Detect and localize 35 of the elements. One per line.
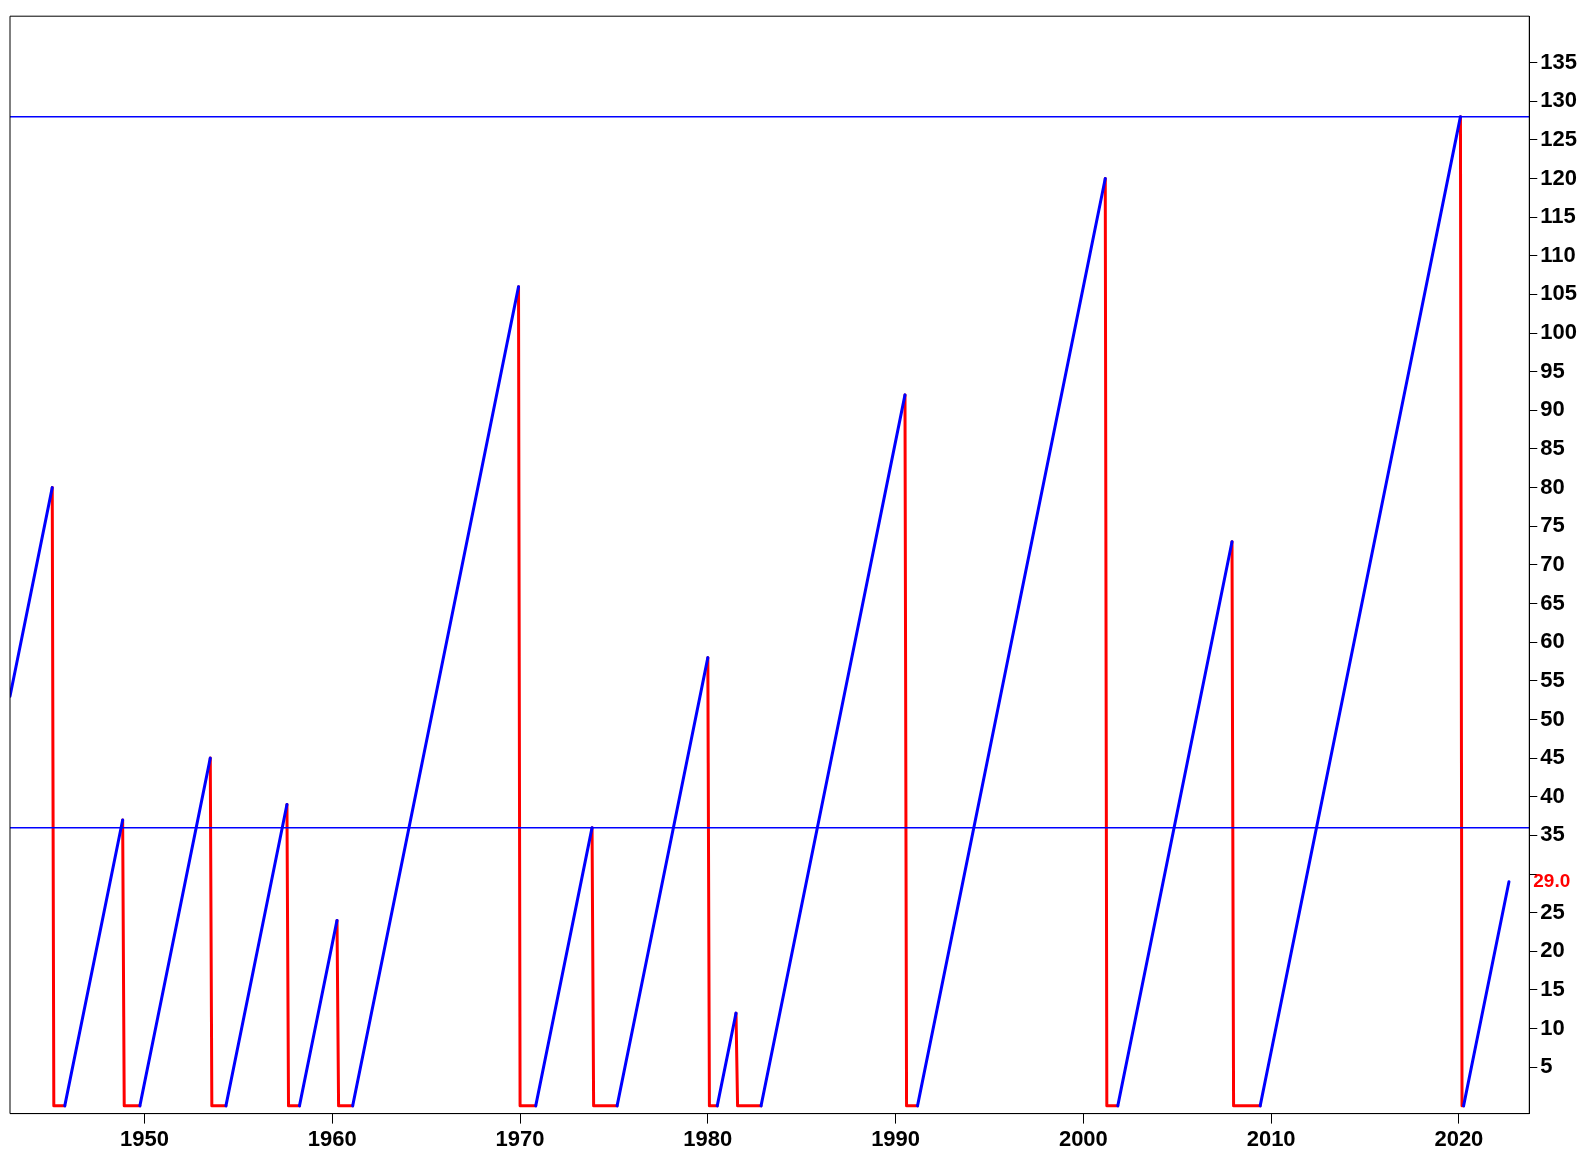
y-tick-label: 5 bbox=[1540, 1053, 1553, 1079]
y-tick-label: 15 bbox=[1540, 976, 1565, 1002]
x-tick-label: 1960 bbox=[307, 1125, 357, 1151]
x-tick-label: 1970 bbox=[495, 1125, 545, 1151]
y-tick-label: 20 bbox=[1540, 937, 1565, 963]
y-tick-label: 100 bbox=[1540, 319, 1578, 345]
y-tick-label: 10 bbox=[1540, 1014, 1565, 1040]
y-tick-label: 25 bbox=[1540, 898, 1565, 924]
y-tick-label: 115 bbox=[1540, 203, 1576, 229]
y-tick-label: 55 bbox=[1540, 666, 1565, 692]
y-tick-label: 70 bbox=[1540, 550, 1565, 576]
y-tick-label: 80 bbox=[1540, 473, 1565, 499]
y-tick-label: 60 bbox=[1540, 628, 1565, 654]
y-tick-label: 45 bbox=[1540, 744, 1565, 770]
y-tick-label: 105 bbox=[1540, 280, 1578, 306]
y-tick-label: 120 bbox=[1540, 164, 1578, 190]
y-tick-label: 90 bbox=[1540, 396, 1565, 422]
y-tick-label: 135 bbox=[1540, 48, 1578, 74]
y-tick-label: 95 bbox=[1540, 357, 1565, 383]
y-tick-label: 110 bbox=[1540, 241, 1576, 267]
x-tick-label: 1980 bbox=[683, 1125, 733, 1151]
y-tick-label: 130 bbox=[1540, 87, 1578, 113]
y-tick-label: 85 bbox=[1540, 435, 1565, 461]
y-tick-label: 50 bbox=[1540, 705, 1565, 731]
x-tick-label: 2000 bbox=[1058, 1125, 1108, 1151]
x-tick-label: 2020 bbox=[1434, 1125, 1484, 1151]
y-tick-label: 75 bbox=[1540, 512, 1565, 538]
annotation: 29.0 bbox=[1533, 869, 1571, 891]
y-tick-label: 35 bbox=[1540, 821, 1565, 847]
x-tick-label: 1950 bbox=[120, 1125, 170, 1151]
y-tick-label: 125 bbox=[1540, 125, 1578, 151]
y-tick-label: 40 bbox=[1540, 782, 1565, 808]
x-tick-label: 1990 bbox=[871, 1125, 921, 1151]
y-tick-label: 65 bbox=[1540, 589, 1565, 615]
x-tick-label: 2010 bbox=[1246, 1125, 1296, 1151]
